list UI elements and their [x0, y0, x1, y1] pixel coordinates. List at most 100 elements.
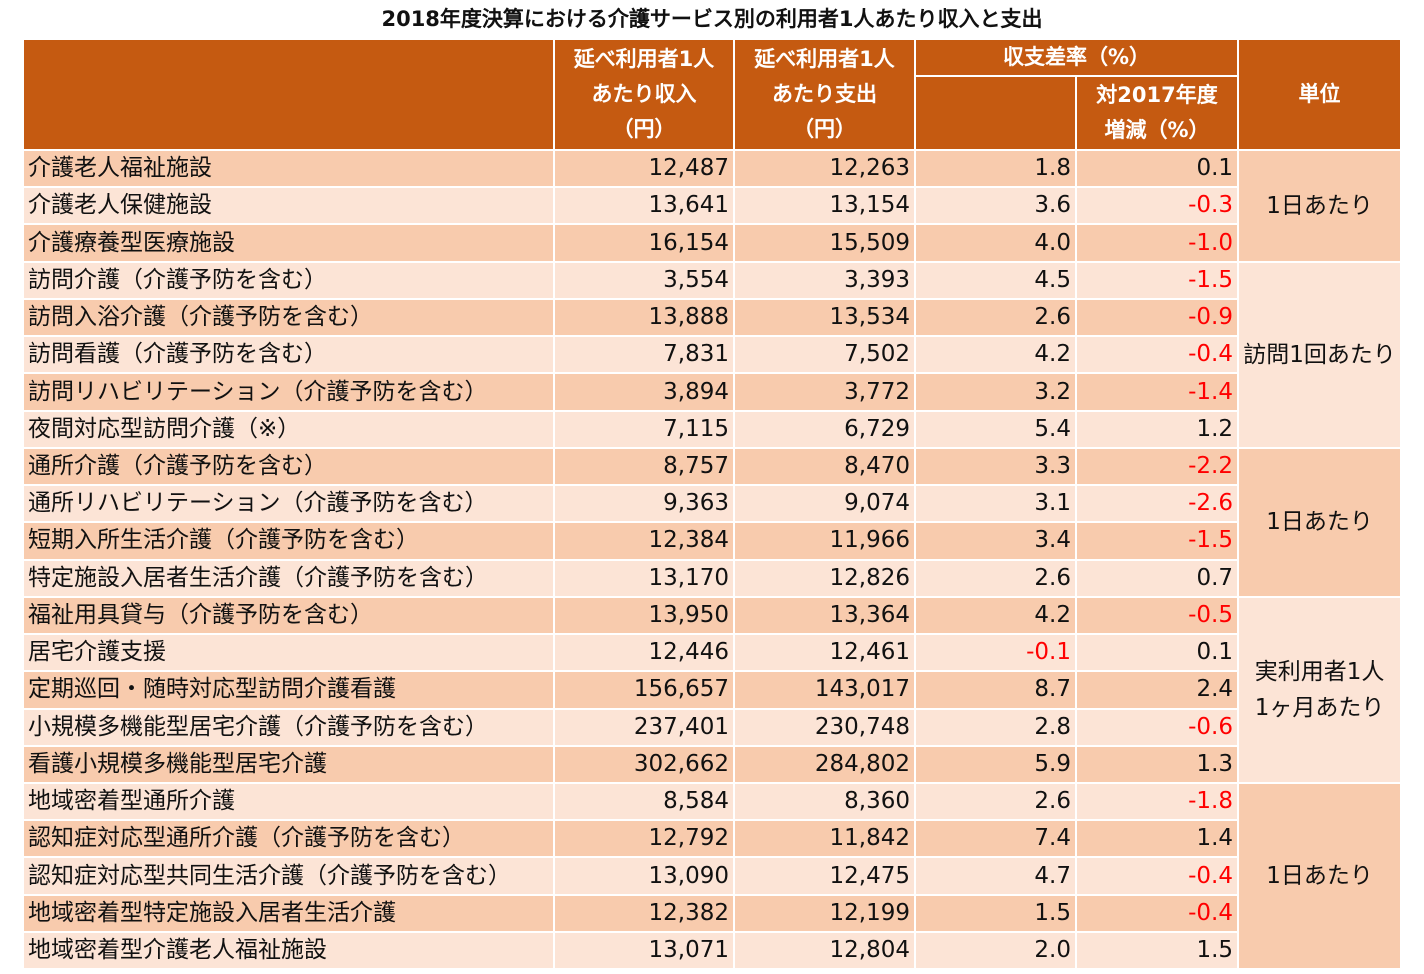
- margin-cell: 3.3: [914, 446, 1077, 486]
- table-row: 看護小規模多機能型居宅介護 302,662 284,802 5.9 1.3: [22, 744, 1401, 783]
- margin-cell: 4.0: [914, 223, 1077, 262]
- expense-cell: 12,475: [733, 856, 916, 895]
- table-row: 通所リハビリテーション（介護予防を含む） 9,363 9,074 3.1 -2.6: [22, 484, 1401, 523]
- service-name-cell: 短期入所生活介護（介護予防を含む）: [22, 521, 555, 560]
- expense-cell: 7,502: [733, 335, 916, 374]
- service-name-cell: 介護老人保健施設: [22, 186, 555, 225]
- change-cell: -0.9: [1074, 297, 1240, 337]
- unit-cell: 実利用者1人 1ヶ月あたり: [1237, 595, 1403, 783]
- income-cell: 12,792: [553, 819, 735, 858]
- care-service-table: 延べ利用者1人 あたり収入 （円） 延べ利用者1人 あたり支出 （円） 収支差率…: [22, 38, 1403, 969]
- expense-cell: 12,263: [733, 148, 916, 188]
- margin-cell: 1.8: [914, 148, 1077, 188]
- expense-cell: 12,804: [733, 930, 916, 969]
- change-cell: -0.4: [1074, 335, 1240, 374]
- income-cell: 13,641: [553, 186, 735, 225]
- table-row: 特定施設入居者生活介護（介護予防を含む） 13,170 12,826 2.6 0.7: [22, 558, 1401, 597]
- expense-header-line: （円）: [793, 117, 856, 141]
- margin-cell: 4.2: [914, 335, 1077, 374]
- income-header-line: 延べ利用者1人: [573, 47, 715, 71]
- table-row: 居宅介護支援 12,446 12,461 -0.1 0.1: [22, 633, 1401, 672]
- unit-cell: 1日あたり: [1237, 149, 1403, 262]
- service-name-cell: 通所リハビリテーション（介護予防を含む）: [22, 484, 555, 523]
- margin-cell: 4.5: [914, 260, 1077, 299]
- table-row: 夜間対応型訪問介護（※） 7,115 6,729 5.4 1.2: [22, 409, 1401, 448]
- unit-label: 1ヶ月あたり: [1254, 694, 1385, 721]
- change-cell: -1.8: [1074, 781, 1240, 821]
- change-cell: 1.3: [1074, 744, 1240, 783]
- income-cell: 8,757: [553, 446, 735, 486]
- margin-cell: 2.8: [914, 707, 1077, 746]
- income-cell: 3,554: [553, 260, 735, 299]
- change-cell: 2.4: [1074, 670, 1240, 709]
- service-name-cell: 小規模多機能型居宅介護（介護予防を含む）: [22, 707, 555, 746]
- margin-cell: 2.6: [914, 558, 1077, 597]
- table-row: 地域密着型介護老人福祉施設 13,071 12,804 2.0 1.5: [22, 930, 1401, 969]
- table-body: 介護老人福祉施設 12,487 12,263 1.8 0.1 1日あたり 介護老人保健施設 1…: [22, 148, 1403, 969]
- income-cell: 13,888: [553, 297, 735, 337]
- change-cell: 1.5: [1074, 930, 1240, 969]
- table-row: 地域密着型特定施設入居者生活介護 12,382 12,199 1.5 -0.4: [22, 893, 1401, 932]
- service-name-cell: 看護小規模多機能型居宅介護: [22, 744, 555, 783]
- income-cell: 237,401: [553, 707, 735, 746]
- expense-cell: 11,966: [733, 521, 916, 560]
- table-row: 認知症対応型通所介護（介護予防を含む） 12,792 11,842 7.4 1.4: [22, 819, 1401, 858]
- expense-cell: 15,509: [733, 223, 916, 262]
- table-row: 短期入所生活介護（介護予防を含む） 12,384 11,966 3.4 -1.5: [22, 521, 1401, 560]
- service-name-cell: 訪問看護（介護予防を含む）: [22, 335, 555, 374]
- margin-cell: 2.6: [914, 781, 1077, 821]
- change-header-line: 対2017年度: [1096, 83, 1218, 107]
- income-cell: 3,894: [553, 372, 735, 411]
- table-row: 介護老人保健施設 13,641 13,154 3.6 -0.3: [22, 186, 1401, 225]
- expense-cell: 12,199: [733, 893, 916, 932]
- table-row: 通所介護（介護予防を含む） 8,757 8,470 3.3 -2.2 1日あたり: [22, 446, 1403, 597]
- table-row: 地域密着型通所介護 8,584 8,360 2.6 -1.8 1日あたり: [22, 781, 1403, 969]
- unit-header: 単位: [1237, 38, 1403, 151]
- expense-header: 延べ利用者1人 あたり支出 （円）: [733, 38, 916, 151]
- margin-cell: 4.2: [914, 595, 1077, 635]
- expense-cell: 12,826: [733, 558, 916, 597]
- change-cell: -1.0: [1074, 223, 1240, 262]
- page-title: 2018年度決算における介護サービス別の利用者1人あたり収入と支出: [381, 7, 1043, 31]
- table-row: 訪問介護（介護予防を含む） 3,554 3,393 4.5 -1.5 訪問1回あたり: [22, 260, 1403, 448]
- service-name-cell: 訪問リハビリテーション（介護予防を含む）: [22, 372, 555, 411]
- expense-cell: 9,074: [733, 484, 916, 523]
- unit-label: 1日あたり: [1266, 192, 1373, 219]
- income-cell: 7,831: [553, 335, 735, 374]
- change-cell: -1.4: [1074, 372, 1240, 411]
- change-cell: -2.2: [1074, 446, 1240, 486]
- income-cell: 9,363: [553, 484, 735, 523]
- expense-cell: 11,842: [733, 819, 916, 858]
- table-row: 訪問入浴介護（介護予防を含む） 13,888 13,534 2.6 -0.9: [22, 297, 1401, 337]
- unit-cell: 1日あたり: [1237, 446, 1403, 597]
- change-cell: 1.2: [1074, 409, 1240, 448]
- service-name-cell: 夜間対応型訪問介護（※）: [22, 409, 555, 448]
- margin-header: 収支差率（%）: [913, 38, 1240, 77]
- income-cell: 16,154: [553, 223, 735, 262]
- service-name-cell: 福祉用具貸与（介護予防を含む）: [22, 595, 555, 635]
- margin-cell: 3.1: [914, 484, 1077, 523]
- change-cell: -2.6: [1074, 484, 1240, 523]
- change-cell: -0.5: [1074, 595, 1240, 635]
- table-row: 訪問リハビリテーション（介護予防を含む） 3,894 3,772 3.2 -1.4: [22, 372, 1401, 411]
- service-name-cell: 介護老人福祉施設: [22, 148, 555, 188]
- service-name-header: [22, 38, 555, 151]
- income-header-line: （円）: [612, 117, 676, 141]
- table-row: 認知症対応型共同生活介護（介護予防を含む） 13,090 12,475 4.7 -0.4: [22, 856, 1401, 895]
- expense-cell: 12,461: [733, 633, 916, 672]
- margin-cell: 2.6: [914, 297, 1077, 337]
- service-name-cell: 訪問介護（介護予防を含む）: [22, 260, 555, 299]
- change-cell: 0.1: [1074, 148, 1240, 188]
- service-name-cell: 地域密着型介護老人福祉施設: [22, 930, 555, 969]
- margin-value-header: [914, 75, 1077, 151]
- margin-cell: 3.6: [914, 186, 1077, 225]
- income-cell: 12,382: [553, 893, 735, 932]
- table-header: 延べ利用者1人 あたり収入 （円） 延べ利用者1人 あたり支出 （円） 収支差率…: [22, 38, 1403, 151]
- expense-cell: 284,802: [733, 744, 916, 783]
- margin-cell: 2.0: [914, 930, 1077, 969]
- change-cell: -0.4: [1074, 893, 1240, 932]
- unit-cell: 1日あたり: [1237, 781, 1403, 969]
- unit-label: 実利用者1人: [1254, 658, 1385, 685]
- unit-label: 訪問1回あたり: [1243, 341, 1396, 368]
- change-header: 対2017年度 増減（%）: [1074, 75, 1240, 151]
